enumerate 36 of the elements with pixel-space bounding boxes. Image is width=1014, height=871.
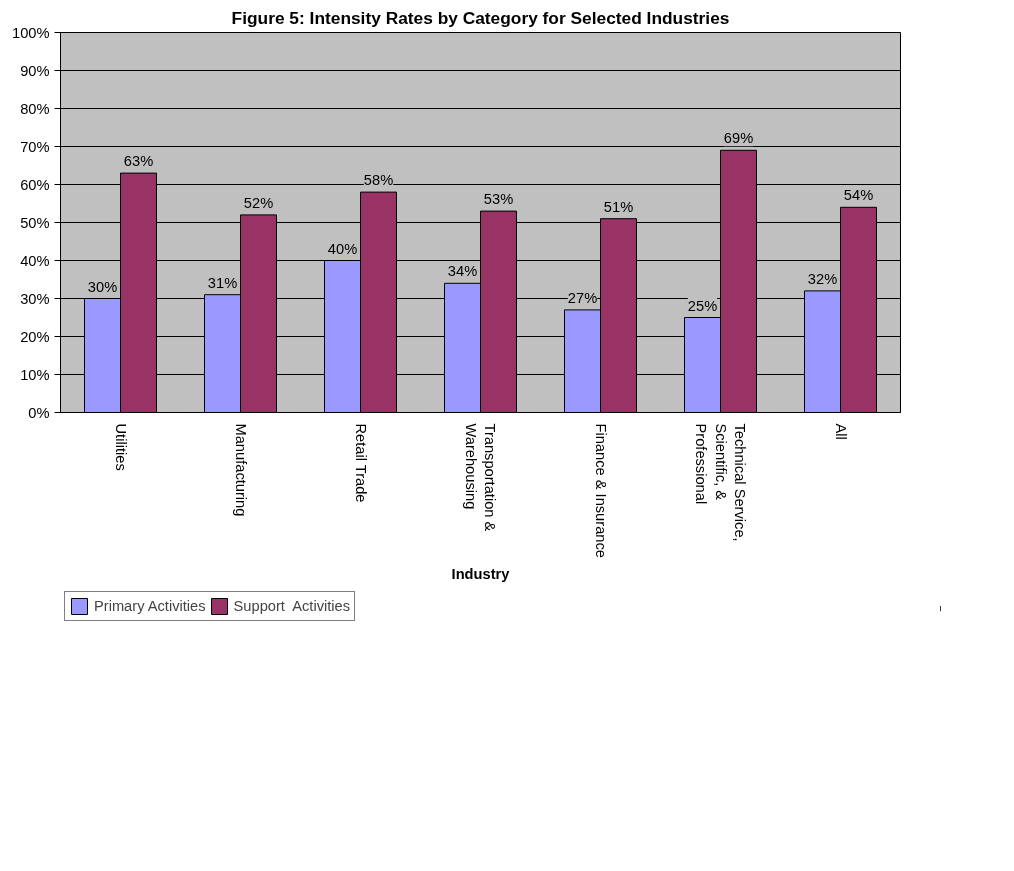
data-label: 51%	[603, 198, 634, 215]
data-label: 25%	[687, 297, 718, 314]
legend-label: Support Activities	[233, 598, 351, 614]
data-label: 69%	[723, 130, 754, 147]
data-label: 30%	[87, 278, 118, 295]
data-label: 27%	[567, 289, 598, 306]
x-tick-label: Utilities	[112, 423, 129, 471]
y-tick-label: 20%	[20, 328, 50, 345]
data-label: 53%	[483, 191, 514, 208]
x-tick-label: Retail Trade	[352, 423, 369, 503]
data-label: 34%	[447, 263, 478, 280]
y-tick-label: 50%	[20, 214, 50, 231]
y-tick-label: 70%	[20, 138, 50, 155]
legend-label: Primary Activities	[94, 598, 206, 614]
x-tick-label: Manufacturing	[232, 423, 249, 517]
y-tick-label: 60%	[20, 176, 50, 193]
x-tick-label: Finance & Insurance	[592, 423, 609, 558]
data-label: 58%	[363, 172, 394, 189]
data-label: 31%	[207, 274, 238, 291]
data-label: 54%	[843, 187, 874, 204]
y-tick-label: 40%	[20, 252, 50, 269]
data-label: 32%	[807, 270, 838, 287]
chart-title: Figure 5: Intensity Rates by Category for Selected Industries	[231, 7, 730, 28]
data-label: 52%	[243, 194, 274, 211]
y-tick-label: 100%	[12, 24, 50, 41]
x-tick-label: All	[832, 423, 849, 440]
y-tick-label: 30%	[20, 290, 50, 307]
y-tick-label: 80%	[20, 100, 50, 117]
data-label: 40%	[327, 240, 358, 257]
y-tick-label: 0%	[28, 404, 50, 421]
x-tick-label: Transportation & Warehousing	[462, 423, 499, 532]
data-label: 63%	[123, 153, 154, 170]
x-axis-title: Industry	[451, 565, 511, 582]
x-tick-label: Technical Service, Scientific, & Professional	[693, 423, 748, 542]
y-tick-label: 90%	[20, 62, 50, 79]
y-tick-label: 10%	[20, 366, 50, 383]
